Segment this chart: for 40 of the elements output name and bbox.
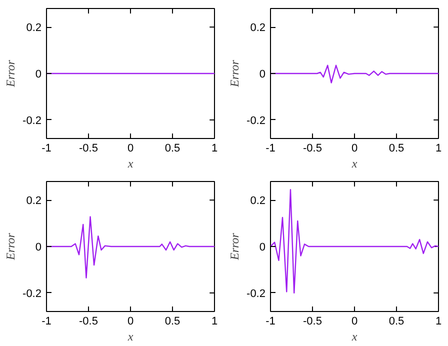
- x-axis-title: x: [126, 330, 134, 344]
- y-tick-label: -0.2: [246, 114, 266, 127]
- x-tick-label: -1: [266, 316, 276, 328]
- x-tick-label: 1: [211, 316, 218, 328]
- y-tick-label: -0.2: [22, 288, 42, 300]
- y-tick-label: 0.2: [250, 22, 266, 34]
- x-tick-label: -0.5: [79, 142, 98, 154]
- y-axis-title: Error: [228, 60, 242, 88]
- x-axis-title: x: [350, 330, 358, 344]
- y-axis-title: Error: [4, 232, 18, 261]
- x-tick-label: 0.5: [164, 142, 180, 154]
- y-tick-label: 0.2: [250, 195, 266, 208]
- x-axis-title: x: [350, 156, 358, 170]
- x-tick-label: -0.5: [303, 316, 322, 328]
- x-tick-label: 1: [435, 316, 442, 328]
- y-axis-title: Error: [4, 60, 18, 88]
- y-tick-label: 0: [35, 242, 42, 254]
- x-tick-label: -0.5: [79, 316, 98, 328]
- x-tick-label: 0.5: [388, 142, 404, 154]
- x-tick-label: 0.5: [388, 316, 404, 328]
- x-tick-label: 1: [435, 142, 442, 154]
- x-tick-label: -0.5: [303, 142, 322, 154]
- y-tick-label: -0.2: [246, 288, 266, 300]
- y-tick-label: 0.2: [26, 22, 42, 34]
- x-tick-label: 1: [211, 142, 218, 154]
- y-tick-label: 0: [35, 68, 42, 80]
- y-tick-label: -0.2: [22, 114, 42, 127]
- x-tick-label: -1: [266, 142, 276, 154]
- y-tick-label: 0: [259, 68, 266, 80]
- x-tick-label: 0.5: [164, 316, 180, 328]
- x-tick-label: 0: [127, 316, 134, 328]
- x-tick-label: 0: [351, 316, 358, 328]
- x-tick-label: 0: [351, 142, 358, 154]
- x-tick-label: 0: [127, 142, 134, 154]
- y-tick-label: 0.2: [26, 195, 42, 208]
- x-tick-label: -1: [42, 142, 52, 154]
- x-axis-title: x: [126, 156, 134, 170]
- y-axis-title: Error: [228, 232, 242, 261]
- x-tick-label: -1: [42, 316, 52, 328]
- y-tick-label: 0: [259, 242, 266, 254]
